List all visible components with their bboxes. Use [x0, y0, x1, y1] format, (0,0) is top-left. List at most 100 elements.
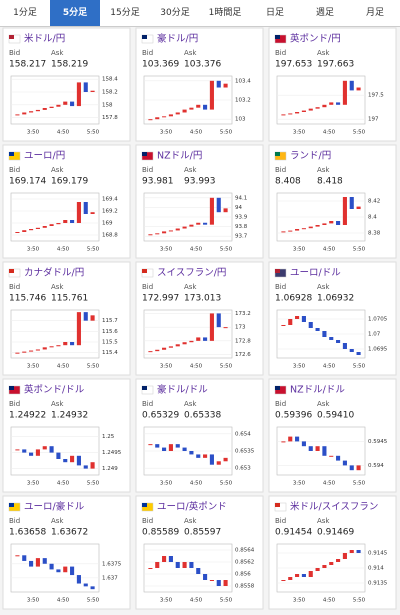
- candle: [148, 119, 153, 121]
- ask-label: Ask: [184, 283, 197, 291]
- candle: [336, 340, 341, 343]
- currency-card[interactable]: カナダドル/円 Bid Ask 115.746 115.761 115.4 115.5 115…: [2, 261, 131, 376]
- candle: [15, 352, 20, 354]
- candle: [29, 560, 34, 567]
- candle: [15, 232, 20, 233]
- candle: [182, 109, 187, 113]
- currency-card[interactable]: NZドル/ドル Bid Ask 0.59396 0.59410 0.594 0.5945 3:…: [268, 378, 397, 493]
- currency-card[interactable]: 米ドル/スイスフラン Bid Ask 0.91454 0.91469 0.9135 0.91…: [268, 495, 397, 610]
- bid-label: Bid: [275, 166, 286, 174]
- candle: [162, 447, 167, 451]
- candle: [76, 312, 81, 346]
- bid-label: Bid: [9, 166, 20, 174]
- card-title: NZドル/円: [157, 151, 202, 162]
- candle: [155, 444, 160, 448]
- tab[interactable]: 1分足: [13, 8, 37, 18]
- tab[interactable]: 1時間足: [208, 8, 242, 18]
- card-grid: 米ドル/円 Bid Ask 158.217 158.219 157.8 158 158.2 15…: [2, 27, 397, 610]
- candle: [216, 461, 221, 465]
- currency-card[interactable]: NZドル/円 Bid Ask 93.981 93.993 93.7 93.8 93.9 94 94…: [135, 144, 264, 259]
- ask-label: Ask: [51, 400, 64, 408]
- candle: [35, 227, 40, 229]
- x-tick-label: 4:50: [323, 364, 336, 370]
- candle: [175, 228, 180, 231]
- ask-value: 0.65338: [184, 411, 221, 421]
- candle: [203, 222, 208, 225]
- candle: [196, 222, 201, 225]
- bid-label: Bid: [275, 517, 286, 525]
- y-tick-label: 0.653: [235, 466, 251, 472]
- tab[interactable]: 15分足: [110, 8, 140, 18]
- candle: [90, 462, 95, 469]
- ask-label: Ask: [317, 517, 330, 525]
- flag: [9, 269, 14, 273]
- candle: [281, 325, 286, 326]
- candle: [90, 586, 95, 590]
- currency-card[interactable]: スイスフラン/円 Bid Ask 172.997 173.013 172.6 172.8 17…: [135, 261, 264, 376]
- flag: [9, 152, 14, 156]
- tab[interactable]: 30分足: [160, 8, 190, 18]
- currency-card[interactable]: ユーロ/ドル Bid Ask 1.06928 1.06932 1.0695 1.07 1.07…: [268, 261, 397, 376]
- ask-value: 158.219: [51, 60, 88, 70]
- currency-card[interactable]: ユーロ/豪ドル Bid Ask 1.63658 1.63672 1.637 1.6375 3:…: [2, 495, 131, 610]
- bid-label: Bid: [9, 400, 20, 408]
- candle: [295, 112, 300, 114]
- ask-label: Ask: [51, 283, 64, 291]
- candle: [342, 343, 347, 349]
- candle: [90, 315, 95, 321]
- y-tick-label: 0.856: [235, 572, 251, 578]
- candle: [196, 454, 201, 458]
- card-title: 豪ドル/円: [157, 33, 198, 45]
- ask-label: Ask: [184, 49, 197, 57]
- currency-card[interactable]: 英ポンド/ドル Bid Ask 1.24922 1.24932 1.249 1.2495 1.…: [2, 378, 131, 493]
- currency-card[interactable]: 米ドル/円 Bid Ask 158.217 158.219 157.8 158 158.2 15…: [2, 27, 131, 142]
- x-tick-label: 3:50: [160, 247, 173, 253]
- candle: [168, 114, 173, 117]
- candle: [209, 580, 214, 581]
- card-title: 英ポンド/ドル: [24, 384, 85, 396]
- candle: [288, 113, 293, 115]
- flag: [275, 152, 280, 156]
- tab[interactable]: 週足: [315, 8, 334, 18]
- candle: [175, 562, 180, 568]
- candle: [329, 102, 334, 105]
- candle: [203, 104, 208, 110]
- bid-value: 0.65329: [142, 411, 179, 421]
- currency-card[interactable]: 豪ドル/円 Bid Ask 103.369 103.376 103 103.2 103.4 3:…: [135, 27, 264, 142]
- ask-value: 93.993: [184, 177, 216, 187]
- candle: [182, 447, 187, 451]
- currency-card[interactable]: ランド/円 Bid Ask 8.408 8.418 8.38 8.4 8.42 3:50 4:50…: [268, 144, 397, 259]
- ask-label: Ask: [317, 400, 330, 408]
- y-tick-label: 1.249: [102, 466, 118, 472]
- currency-card[interactable]: ユーロ/円 Bid Ask 169.174 169.179 168.8 169 169.2 16…: [2, 144, 131, 259]
- candle: [56, 223, 61, 225]
- tab[interactable]: 5分足: [50, 0, 100, 26]
- y-tick-label: 93.7: [235, 234, 248, 240]
- currency-card[interactable]: 英ポンド/円 Bid Ask 197.653 197.663 197 197.5 3:50 4:…: [268, 27, 397, 142]
- y-tick-label: 1.0695: [368, 347, 388, 353]
- candle: [168, 230, 173, 232]
- ask-label: Ask: [51, 166, 64, 174]
- x-tick-label: 3:50: [293, 130, 306, 136]
- bid-label: Bid: [142, 283, 153, 291]
- currency-card[interactable]: 豪ドル/ドル Bid Ask 0.65329 0.65338 0.653 0.6535 0.6…: [135, 378, 264, 493]
- tab[interactable]: 月足: [365, 8, 384, 18]
- currency-card[interactable]: ユーロ/英ポンド Bid Ask 0.85589 0.85597 0.8558 0.856 0…: [135, 495, 264, 610]
- candle: [83, 465, 88, 469]
- candle: [29, 229, 34, 231]
- candle: [56, 104, 61, 107]
- y-tick-label: 0.8562: [235, 560, 254, 566]
- x-tick-label: 4:50: [57, 481, 70, 487]
- candle: [148, 234, 153, 236]
- candle: [308, 108, 313, 111]
- candle: [196, 104, 201, 108]
- candle: [315, 446, 320, 451]
- candle: [29, 111, 34, 113]
- tab[interactable]: 日足: [265, 8, 284, 18]
- candle: [90, 90, 95, 92]
- bid-value: 1.63658: [9, 528, 46, 538]
- candle: [329, 337, 334, 340]
- candle: [209, 313, 214, 341]
- bid-value: 8.408: [275, 177, 301, 187]
- candle: [63, 342, 68, 346]
